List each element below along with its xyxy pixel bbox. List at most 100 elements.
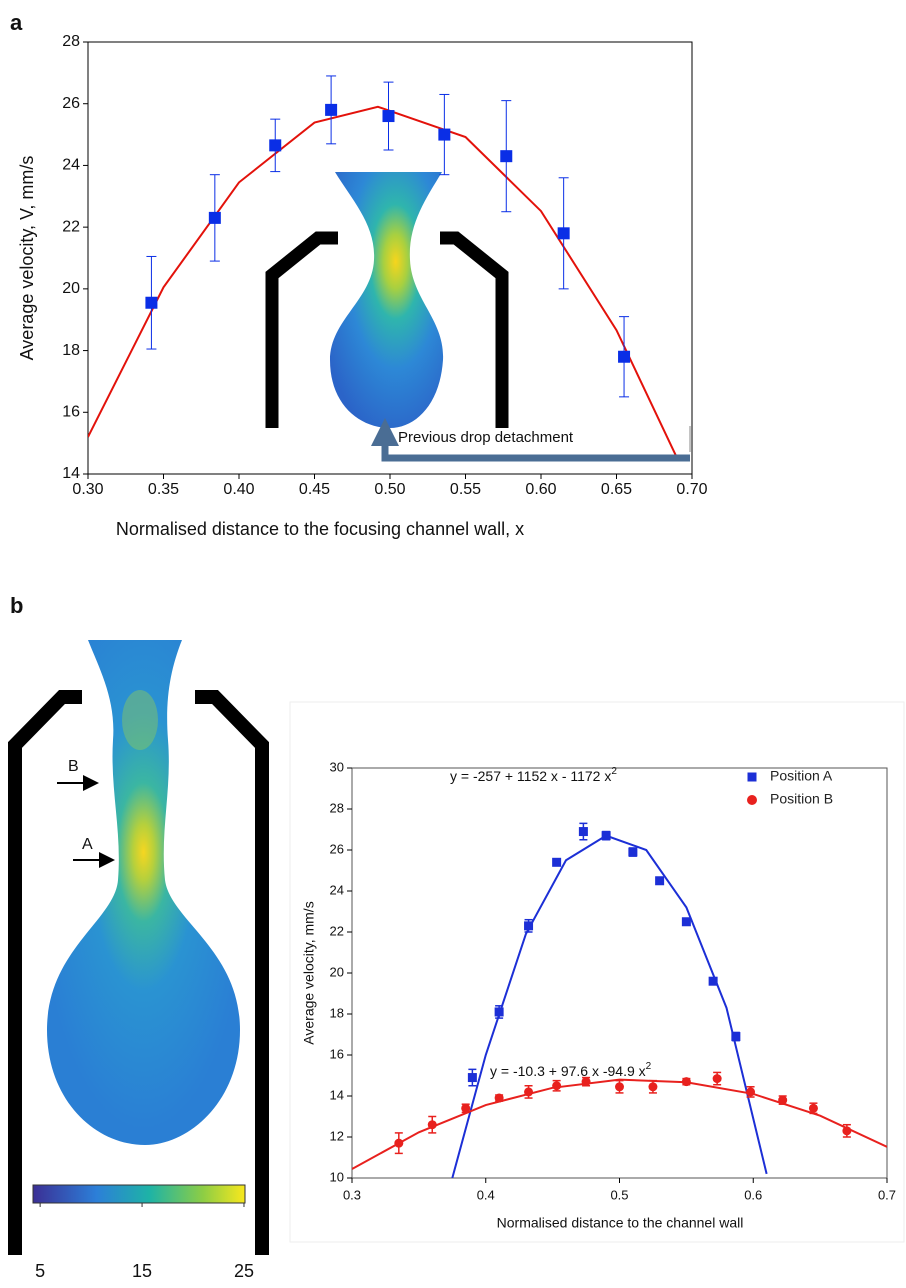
point — [208, 211, 221, 224]
panel-label: a — [10, 10, 23, 35]
equation-exponent: 2 — [646, 1061, 652, 1072]
point — [524, 1087, 534, 1097]
x-tick-label: 0.70 — [676, 481, 707, 498]
point — [494, 1007, 504, 1017]
point — [618, 350, 631, 363]
fit-line — [352, 1078, 887, 1170]
point — [552, 857, 562, 867]
chart-panel — [289, 701, 905, 1243]
fit-line — [88, 105, 678, 459]
y-tick-label: 28 — [330, 800, 344, 815]
hot-spot — [122, 690, 158, 750]
channel-wall — [8, 690, 82, 1255]
colorbar — [32, 1184, 246, 1204]
point — [712, 1074, 722, 1084]
point — [746, 1087, 756, 1097]
equation: y = -257 + 1152 x - 1172 x2 — [450, 766, 617, 784]
point — [494, 1093, 504, 1103]
arrow-label: A — [82, 836, 93, 853]
x-tick-label: 0.45 — [299, 481, 330, 498]
x-tick-label: 0.60 — [525, 481, 556, 498]
inset-image — [265, 172, 509, 428]
point — [708, 976, 718, 986]
y-tick-label: 24 — [62, 157, 80, 174]
equation-text: y = -10.3 + 97.6 x -94.9 x — [490, 1063, 646, 1079]
y-tick-label: 14 — [330, 1087, 344, 1102]
arrow-label: B — [68, 758, 79, 775]
point — [382, 110, 395, 123]
y-tick-label: 16 — [330, 1046, 344, 1061]
x-tick-label: 0.65 — [601, 481, 632, 498]
point — [394, 1138, 404, 1148]
droplet — [47, 640, 240, 1145]
y-tick-label: 30 — [330, 759, 344, 774]
y-tick-label: 18 — [62, 342, 80, 359]
x-tick-label: 0.4 — [477, 1187, 495, 1202]
colorbar-tick-label: 25 — [234, 1261, 254, 1281]
point — [427, 1120, 437, 1130]
y-axis-label: Average velocity, V, mm/s — [17, 156, 37, 361]
point — [438, 128, 451, 141]
y-axis-label: Average velocity, mm/s — [301, 901, 317, 1044]
point — [467, 1073, 477, 1083]
colorbar-tick-label: 15 — [132, 1261, 152, 1281]
y-tick-label: 26 — [330, 841, 344, 856]
point — [601, 831, 611, 841]
x-tick-label: 0.5 — [610, 1187, 628, 1202]
point — [552, 1081, 562, 1091]
y-tick-label: 14 — [62, 465, 80, 482]
point — [524, 921, 534, 931]
y-tick-label: 24 — [330, 882, 344, 897]
point — [655, 876, 665, 886]
point — [461, 1103, 471, 1113]
point — [681, 1077, 691, 1087]
point — [778, 1095, 788, 1105]
x-tick-label: 0.6 — [744, 1187, 762, 1202]
equation: y = -10.3 + 97.6 x -94.9 x2 — [490, 1061, 652, 1079]
legend-label: Position B — [770, 791, 833, 807]
point — [615, 1082, 624, 1092]
x-tick-label: 0.55 — [450, 481, 481, 498]
legend-marker — [747, 795, 757, 805]
point — [269, 139, 282, 152]
annotation: Previous drop detachment — [398, 429, 574, 446]
x-tick-label: 0.3 — [343, 1187, 361, 1202]
point — [500, 150, 513, 163]
point — [581, 1077, 591, 1087]
flow-image: B A — [8, 640, 905, 1255]
droplet — [330, 172, 444, 428]
x-tick-label: 0.30 — [72, 481, 103, 498]
colorbar-tick-label: 5 — [35, 1261, 45, 1281]
point — [731, 1032, 741, 1042]
legend-marker — [747, 772, 757, 782]
point — [808, 1103, 818, 1113]
point — [557, 227, 570, 240]
y-tick-label: 18 — [330, 1005, 344, 1020]
y-tick-label: 12 — [330, 1128, 344, 1143]
y-tick-label: 22 — [330, 923, 344, 938]
point — [648, 1082, 658, 1092]
channel-wall — [195, 690, 269, 1255]
y-tick-label: 22 — [62, 218, 80, 235]
x-tick-label: 0.50 — [374, 481, 405, 498]
channel-wall — [265, 231, 338, 428]
point — [145, 296, 158, 309]
x-tick-label: 0.7 — [878, 1187, 896, 1202]
x-axis-label: Normalised distance to the channel wall — [497, 1215, 744, 1231]
point — [681, 917, 691, 927]
y-tick-label: 20 — [330, 964, 344, 979]
annotation-arrow — [371, 418, 690, 462]
point — [578, 827, 588, 837]
equation-exponent: 2 — [611, 766, 617, 777]
y-tick-label: 26 — [62, 95, 80, 112]
point — [842, 1126, 852, 1136]
equation-text: y = -257 + 1152 x - 1172 x — [450, 768, 611, 784]
chart: 0.30 0.35 0.40 0.45 0.50 0.55 0.60 0.65 0.70 14 16… — [17, 33, 708, 539]
x-tick-label: 0.40 — [223, 481, 254, 498]
x-tick-label: 0.35 — [148, 481, 179, 498]
y-tick-label: 28 — [62, 33, 80, 50]
point — [325, 103, 338, 116]
y-tick-label: 20 — [62, 280, 80, 297]
channel-wall — [440, 231, 509, 428]
